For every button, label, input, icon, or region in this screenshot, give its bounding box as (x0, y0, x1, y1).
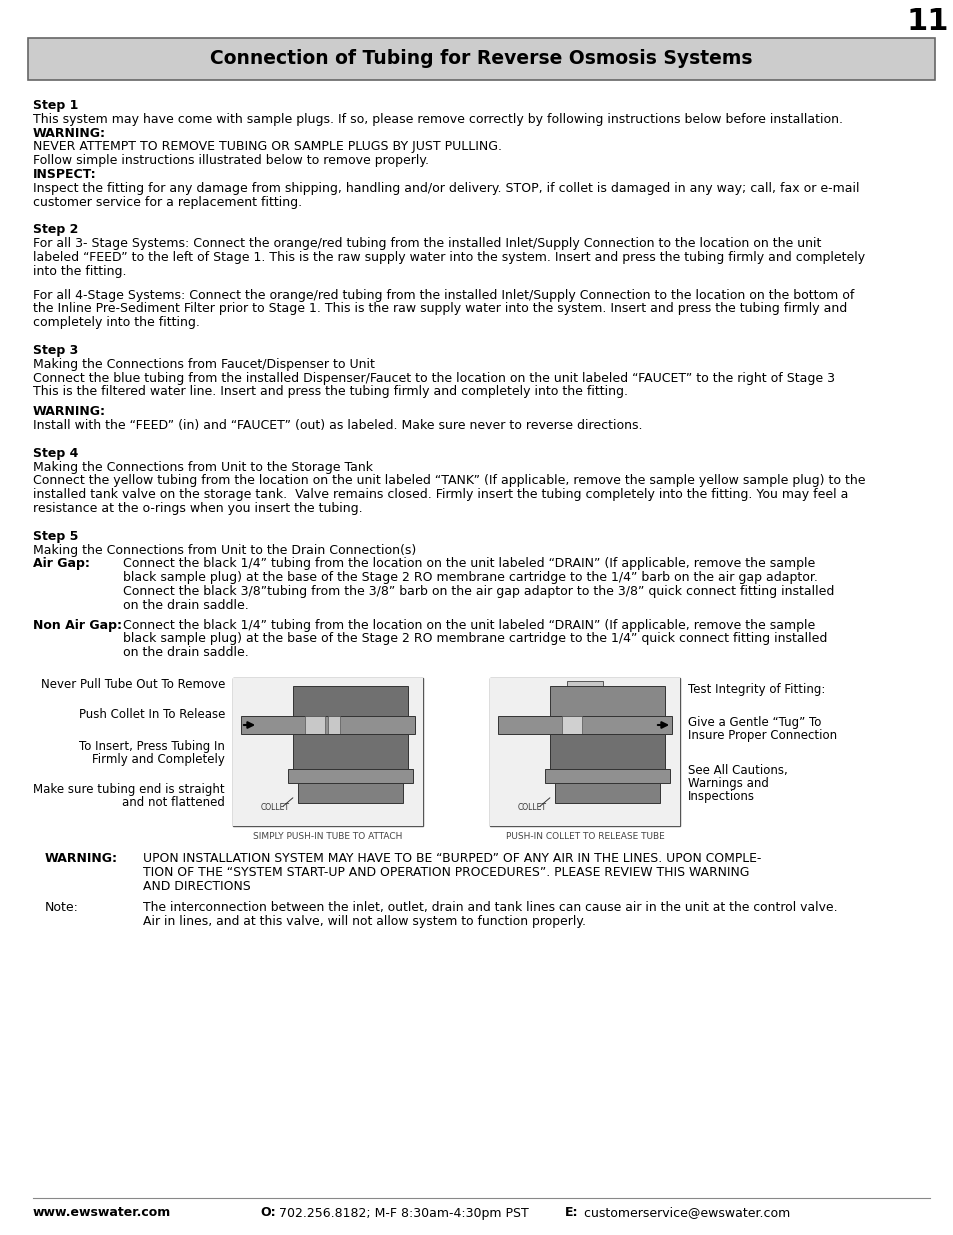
Bar (497, 716, 671, 734)
Bar (544, 769, 669, 783)
Text: Connect the yellow tubing from the location on the unit labeled “TANK” (If appli: Connect the yellow tubing from the locat… (33, 474, 864, 488)
Text: Insure Proper Connection: Insure Proper Connection (687, 729, 836, 742)
Text: Making the Connections from Unit to the Drain Connection(s): Making the Connections from Unit to the … (33, 543, 416, 557)
Text: UPON INSTALLATION SYSTEM MAY HAVE TO BE “BURPED” OF ANY AIR IN THE LINES. UPON C: UPON INSTALLATION SYSTEM MAY HAVE TO BE … (143, 852, 760, 864)
Text: completely into the fitting.: completely into the fitting. (33, 316, 200, 330)
Text: Connect the black 1/4” tubing from the location on the unit labeled “DRAIN” (If : Connect the black 1/4” tubing from the l… (123, 619, 815, 631)
Bar (241, 716, 415, 734)
Text: black sample plug) at the base of the Stage 2 RO membrane cartridge to the 1/4” : black sample plug) at the base of the St… (123, 632, 826, 646)
Text: Connect the blue tubing from the installed Dispenser/Faucet to the location on t: Connect the blue tubing from the install… (33, 372, 834, 384)
Text: WARNING:: WARNING: (45, 852, 118, 864)
Text: COLLET: COLLET (261, 803, 290, 811)
Bar (575, 699, 595, 706)
Bar (293, 734, 408, 769)
Text: This system may have come with sample plugs. If so, please remove correctly by f: This system may have come with sample pl… (33, 112, 842, 126)
Text: black sample plug) at the base of the Stage 2 RO membrane cartridge to the 1/4” : black sample plug) at the base of the St… (123, 572, 817, 584)
Text: COLLET: COLLET (517, 803, 546, 811)
Text: Test Integrity of Fitting:: Test Integrity of Fitting: (687, 683, 824, 697)
Text: www.ewswater.com: www.ewswater.com (33, 1207, 172, 1219)
Text: Connect the black 1/4” tubing from the location on the unit labeled “DRAIN” (If : Connect the black 1/4” tubing from the l… (123, 557, 815, 571)
Text: O:: O: (260, 1207, 275, 1219)
Text: Install with the “FEED” (in) and “FAUCET” (out) as labeled. Make sure never to r: Install with the “FEED” (in) and “FAUCET… (33, 419, 641, 432)
Bar (328, 716, 339, 734)
Text: Connect the black 3/8”tubing from the 3/8” barb on the air gap adaptor to the 3/: Connect the black 3/8”tubing from the 3/… (123, 585, 834, 598)
Bar (490, 678, 679, 826)
Text: Note:: Note: (45, 902, 79, 914)
Text: Connection of Tubing for Reverse Osmosis Systems: Connection of Tubing for Reverse Osmosis… (210, 49, 752, 68)
Text: on the drain saddle.: on the drain saddle. (123, 646, 249, 659)
Text: Firmly and Completely: Firmly and Completely (92, 753, 225, 766)
Text: This is the filtered water line. Insert and press the tubing firmly and complete: This is the filtered water line. Insert … (33, 385, 627, 399)
Text: AND DIRECTIONS: AND DIRECTIONS (143, 879, 251, 893)
Bar (288, 769, 413, 783)
Text: WARNING:: WARNING: (33, 405, 106, 419)
Text: For all 3- Stage Systems: Connect the orange/red tubing from the installed Inlet: For all 3- Stage Systems: Connect the or… (33, 237, 821, 251)
Text: Making the Connections from Unit to the Storage Tank: Making the Connections from Unit to the … (33, 461, 373, 473)
Text: Step 1: Step 1 (33, 99, 78, 112)
Text: Making the Connections from Faucet/Dispenser to Unit: Making the Connections from Faucet/Dispe… (33, 358, 375, 370)
Bar (550, 685, 664, 716)
Text: the Inline Pre-Sediment Filter prior to Stage 1. This is the raw supply water in: the Inline Pre-Sediment Filter prior to … (33, 303, 846, 315)
Text: Give a Gentle “Tug” To: Give a Gentle “Tug” To (687, 716, 821, 729)
Text: Step 3: Step 3 (33, 345, 78, 357)
Text: Air in lines, and at this valve, will not allow system to function properly.: Air in lines, and at this valve, will no… (143, 915, 585, 929)
Text: 11: 11 (905, 7, 948, 37)
Text: Step 2: Step 2 (33, 224, 78, 236)
Text: WARNING:: WARNING: (33, 127, 106, 140)
Text: Air Gap:: Air Gap: (33, 557, 90, 571)
Text: customer service for a replacement fitting.: customer service for a replacement fitti… (33, 195, 302, 209)
Text: Non Air Gap:: Non Air Gap: (33, 619, 122, 631)
Text: Make sure tubing end is straight: Make sure tubing end is straight (33, 783, 225, 797)
Text: Push Collet In To Release: Push Collet In To Release (78, 708, 225, 721)
Text: E:: E: (564, 1207, 578, 1219)
Bar (555, 783, 659, 803)
Bar (233, 678, 422, 826)
Text: installed tank valve on the storage tank.  Valve remains closed. Firmly insert t: installed tank valve on the storage tank… (33, 488, 847, 501)
Bar (233, 678, 422, 826)
Text: Step 4: Step 4 (33, 447, 78, 459)
Bar (561, 716, 581, 734)
Text: Never Pull Tube Out To Remove: Never Pull Tube Out To Remove (41, 678, 225, 692)
Text: NEVER ATTEMPT TO REMOVE TUBING OR SAMPLE PLUGS BY JUST PULLING.: NEVER ATTEMPT TO REMOVE TUBING OR SAMPLE… (33, 141, 501, 153)
Bar (297, 783, 402, 803)
Text: into the fitting.: into the fitting. (33, 264, 127, 278)
Text: Inspections: Inspections (687, 790, 754, 803)
Text: 702.256.8182; M-F 8:30am-4:30pm PST: 702.256.8182; M-F 8:30am-4:30pm PST (274, 1207, 528, 1219)
Text: TION OF THE “SYSTEM START-UP AND OPERATION PROCEDURES”. PLEASE REVIEW THIS WARNI: TION OF THE “SYSTEM START-UP AND OPERATI… (143, 866, 749, 879)
Text: Inspect the fitting for any damage from shipping, handling and/or delivery. STOP: Inspect the fitting for any damage from … (33, 182, 859, 195)
Bar (550, 734, 664, 769)
Text: and not flattened: and not flattened (122, 797, 225, 809)
Text: INSPECT:: INSPECT: (33, 168, 96, 182)
Bar (566, 680, 602, 699)
Text: SIMPLY PUSH-IN TUBE TO ATTACH: SIMPLY PUSH-IN TUBE TO ATTACH (253, 832, 402, 841)
Text: Warnings and: Warnings and (687, 777, 768, 790)
Text: labeled “FEED” to the left of Stage 1. This is the raw supply water into the sys: labeled “FEED” to the left of Stage 1. T… (33, 251, 864, 264)
Bar (28, 38, 934, 80)
Bar (293, 685, 408, 716)
Text: Step 5: Step 5 (33, 530, 78, 543)
Text: PUSH-IN COLLET TO RELEASE TUBE: PUSH-IN COLLET TO RELEASE TUBE (505, 832, 663, 841)
Text: To Insert, Press Tubing In: To Insert, Press Tubing In (79, 740, 225, 753)
Text: Follow simple instructions illustrated below to remove properly.: Follow simple instructions illustrated b… (33, 154, 429, 167)
Text: See All Cautions,: See All Cautions, (687, 764, 787, 777)
Text: customerservice@ewswater.com: customerservice@ewswater.com (579, 1207, 789, 1219)
Bar (490, 678, 679, 826)
Text: For all 4-Stage Systems: Connect the orange/red tubing from the installed Inlet/: For all 4-Stage Systems: Connect the ora… (33, 289, 854, 301)
Bar (305, 716, 325, 734)
Text: The interconnection between the inlet, outlet, drain and tank lines can cause ai: The interconnection between the inlet, o… (143, 902, 837, 914)
Text: on the drain saddle.: on the drain saddle. (123, 599, 249, 611)
Text: resistance at the o-rings when you insert the tubing.: resistance at the o-rings when you inser… (33, 501, 362, 515)
